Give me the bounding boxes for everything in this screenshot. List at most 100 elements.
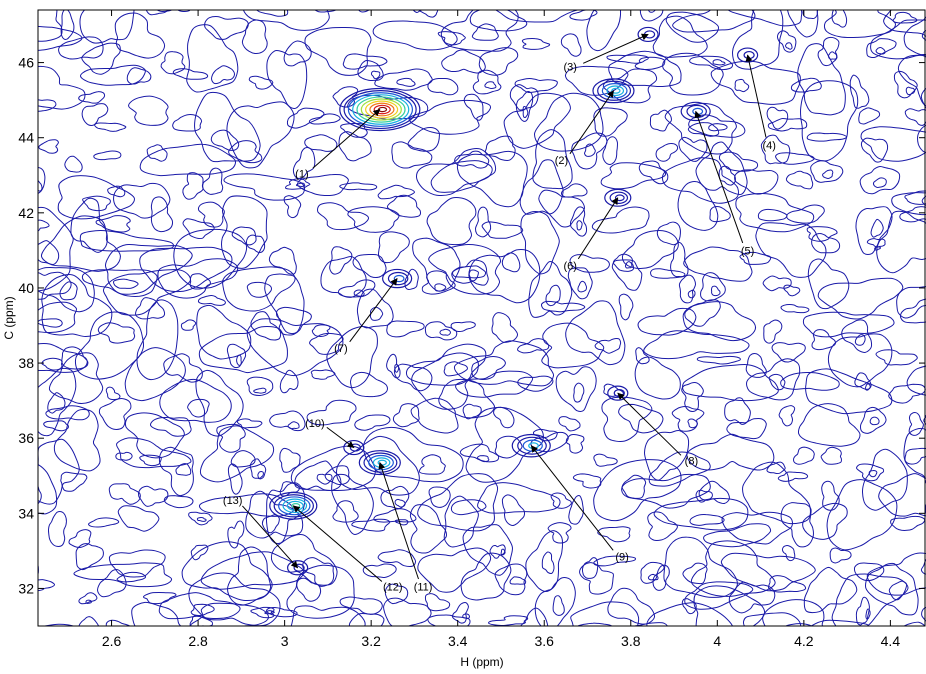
noise-contour [135,297,165,320]
noise-contour [427,77,459,96]
noise-contour [780,303,810,314]
noise-contour [246,376,274,397]
noise-contour [903,16,926,58]
noise-contour [314,10,337,13]
noise-contour [591,206,650,234]
peak-arrow [745,54,767,138]
noise-contour [38,99,57,112]
noise-contour [829,547,852,564]
noise-contour [781,545,796,562]
noise-contour [732,10,784,70]
noise-contour [182,172,204,200]
noise-contour [188,511,213,526]
noise-contour [890,515,926,531]
noise-contour [43,420,70,432]
noise-contour [139,246,233,293]
noise-contour [107,185,126,198]
noise-contour [634,56,666,70]
noise-contour [38,25,83,51]
noise-contour [476,455,490,463]
noise-contour [478,47,519,76]
noise-contour [173,228,248,289]
noise-contour [495,10,580,23]
noise-contour [353,289,365,297]
noise-contour [188,572,281,626]
peak-arrow [378,461,419,580]
noise-contour [665,11,720,43]
noise-contour [279,369,299,394]
noise-contour [269,410,306,432]
noise-contour [710,285,721,297]
peak-contour [356,96,406,123]
noise-contour [386,320,425,338]
noise-contour [428,486,451,508]
noise-contour [567,267,593,300]
noise-contour [350,371,388,398]
noise-contour [81,269,158,297]
noise-contour [374,68,433,91]
noise-contour [268,246,297,275]
noise-contour [593,107,628,137]
noise-contour [648,10,656,13]
noise-contour [648,451,711,487]
noise-contour [678,136,708,162]
noise-contour [806,226,838,242]
noise-contour [822,169,834,180]
noise-contour [742,461,811,525]
noise-contour [60,471,88,492]
noise-contour [296,577,322,602]
noise-contour [661,157,739,204]
noise-contour [878,473,926,517]
noise-contour [79,64,146,86]
noise-contour [156,10,191,13]
noise-contour [242,10,330,31]
noise-contour [304,26,372,76]
x-tick-label: 3 [281,633,289,649]
noise-contour [581,557,599,579]
noise-contour [520,210,560,275]
noise-contour [270,534,338,586]
noise-contour [424,321,458,341]
noise-contour [415,160,493,196]
peak-contour [360,98,402,121]
noise-contour [771,342,806,363]
noise-contour [362,563,397,579]
noise-contour [797,403,861,447]
peak-arrow [569,90,614,155]
noise-contour [690,540,776,597]
noise-contour [417,473,499,532]
noise-contour [489,544,506,559]
x-tick-label: 3.8 [621,633,641,649]
noise-contour [40,215,121,272]
noise-contour [279,447,301,473]
noise-contour [689,55,734,71]
noise-contour [45,405,90,421]
noise-contour [647,573,659,581]
noise-contour [509,84,539,111]
x-tick-label: 4.4 [881,633,901,649]
y-axis: 32 34 36 38 40 42 44 46 [18,55,925,596]
noise-contour [454,150,490,169]
noise-contour [196,304,252,360]
noise-contour [157,258,239,299]
noise-contour [841,319,873,353]
noise-contour [897,54,926,107]
noise-contour [921,30,926,41]
noise-contour [266,607,298,618]
noise-contour [394,519,409,526]
noise-contour [904,447,926,465]
noise-contour [98,398,132,430]
noise-contour [462,403,482,420]
noise-contour [700,272,726,302]
peak-contour [607,385,629,401]
noise-contour [823,10,896,39]
noise-contour [721,511,793,545]
noise-contour [443,495,479,548]
noise-contour [787,10,819,38]
noise-contour [383,597,432,626]
noise-contour [579,562,614,595]
noise-contour [710,60,801,105]
noise-contour [97,322,136,344]
noise-contour [38,343,88,373]
peak-contour [387,271,409,286]
